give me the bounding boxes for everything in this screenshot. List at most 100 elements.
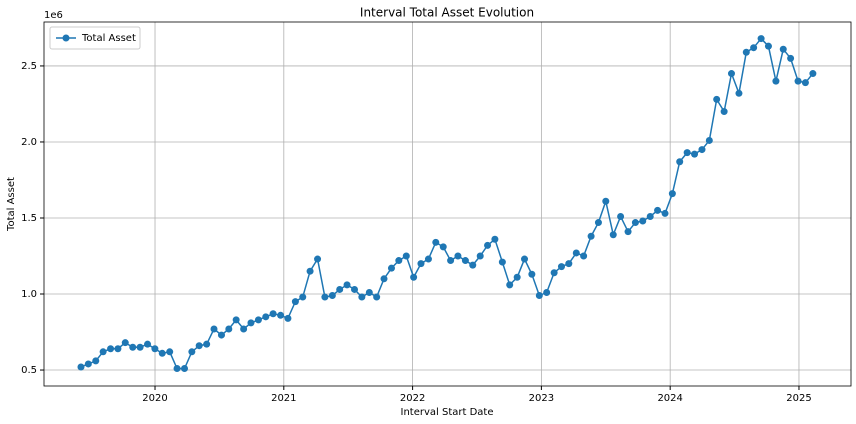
x-tick-label: 2024 [657, 393, 682, 404]
data-point [217, 331, 225, 339]
data-point [99, 348, 107, 356]
data-point [158, 349, 166, 357]
data-point [328, 292, 336, 300]
data-point [247, 319, 255, 327]
data-point [321, 293, 329, 301]
data-point [358, 293, 366, 301]
data-point [661, 209, 669, 217]
data-point [794, 77, 802, 85]
data-point [203, 340, 211, 348]
data-point [750, 44, 758, 52]
data-point [432, 238, 440, 246]
data-point [698, 146, 706, 154]
data-point [402, 252, 410, 260]
data-point [225, 325, 233, 333]
data-point [254, 316, 262, 324]
data-point [314, 255, 322, 263]
data-point [654, 206, 662, 214]
data-point [676, 158, 684, 166]
y-offset-label: 1e6 [44, 10, 63, 21]
data-point [461, 257, 469, 265]
data-point [609, 231, 617, 239]
data-point [683, 149, 691, 157]
data-point [92, 357, 100, 365]
data-point [727, 70, 735, 78]
y-tick-label: 0.5 [21, 365, 37, 376]
data-point [210, 325, 218, 333]
data-point [735, 89, 743, 97]
data-point [262, 313, 270, 321]
data-point [232, 316, 240, 324]
series-line [80, 37, 814, 370]
data-point [306, 267, 314, 275]
data-point [129, 343, 137, 351]
data-point [365, 288, 373, 296]
data-point [550, 269, 558, 277]
data-point [787, 54, 795, 62]
data-point [166, 348, 174, 356]
data-point [277, 311, 285, 319]
data-point [343, 281, 351, 289]
x-tick-label: 2021 [271, 393, 296, 404]
plot-frame [43, 21, 852, 387]
data-point [543, 288, 551, 296]
x-tick-label: 2025 [786, 393, 811, 404]
data-point [410, 273, 418, 281]
y-tick-label: 2.0 [21, 137, 37, 148]
data-point [351, 285, 359, 293]
data-point [705, 136, 713, 144]
data-point [136, 343, 144, 351]
x-tick-label: 2023 [529, 393, 554, 404]
data-point [602, 197, 610, 205]
data-point [114, 345, 122, 353]
data-point [742, 48, 750, 56]
data-point [380, 275, 388, 283]
data-point [521, 255, 529, 263]
data-point [439, 243, 447, 251]
data-point [757, 35, 765, 43]
data-point [691, 150, 699, 158]
data-point [454, 252, 462, 260]
data-point [557, 263, 565, 271]
data-point [594, 219, 602, 227]
x-tick-label: 2020 [142, 393, 167, 404]
data-point [181, 365, 189, 373]
data-point [447, 257, 455, 265]
data-point [188, 348, 196, 356]
data-point [476, 252, 484, 260]
data-point [646, 212, 654, 220]
data-point [535, 292, 543, 300]
legend-label: Total Asset [81, 33, 136, 44]
data-point [720, 108, 728, 116]
legend-box [49, 26, 141, 50]
x-axis-label: Interval Start Date [401, 407, 494, 418]
data-point [417, 260, 425, 268]
data-point [528, 270, 536, 278]
data-point [269, 310, 277, 318]
data-point [424, 255, 432, 263]
data-point [173, 365, 181, 373]
legend-marker [62, 34, 70, 42]
data-point [513, 273, 521, 281]
data-point [84, 360, 92, 368]
y-axis-label: Total Asset [6, 177, 17, 232]
x-tick-label: 2022 [400, 393, 425, 404]
data-point [580, 252, 588, 260]
data-point [801, 79, 809, 87]
data-point [624, 228, 632, 236]
data-point [107, 345, 115, 353]
data-point [713, 95, 721, 103]
data-point [387, 264, 395, 272]
data-point [498, 258, 506, 266]
y-tick-label: 1.0 [21, 289, 37, 300]
data-point [779, 45, 787, 53]
data-point [565, 260, 573, 268]
data-point [506, 281, 514, 289]
data-point [617, 212, 625, 220]
data-point [469, 261, 477, 269]
data-point [291, 298, 299, 306]
data-point [631, 219, 639, 227]
data-point [764, 42, 772, 50]
